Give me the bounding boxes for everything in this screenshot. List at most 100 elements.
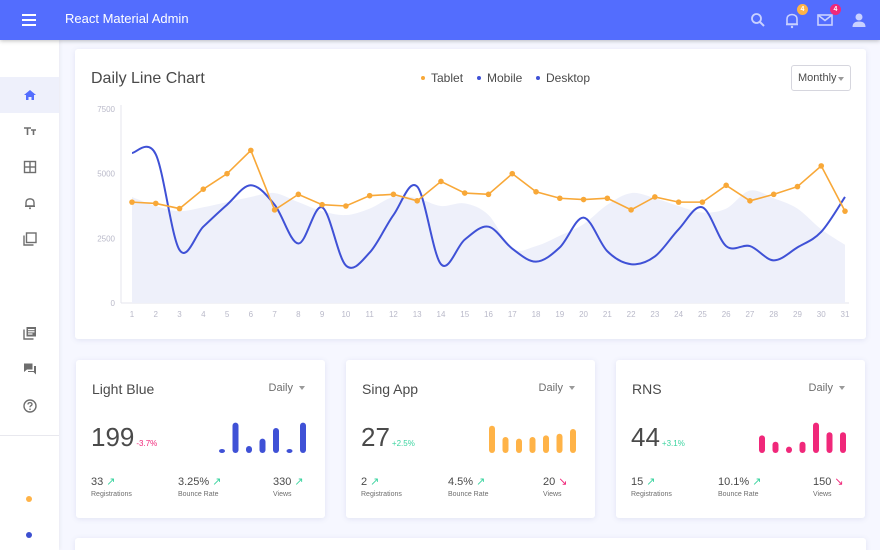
x-tick-label: 11 — [366, 310, 375, 319]
data-point-tablet — [271, 207, 278, 213]
spark-bar — [516, 438, 522, 453]
data-point-tablet — [533, 188, 539, 195]
search-icon[interactable] — [747, 9, 769, 31]
delta-percent: +3.1% — [661, 439, 685, 448]
stat-value: 33 — [91, 476, 104, 488]
data-point-tablet — [461, 190, 468, 196]
sidebar-item-notifications[interactable] — [0, 185, 59, 221]
mini-card-light-blue: Light Blue Daily 199 -3.7% 33 ↗ Registrations 3… — [76, 360, 325, 518]
trend-arrow-icon: ↗ — [106, 476, 116, 488]
x-tick-label: 15 — [460, 310, 469, 319]
stat-label: Bounce Rate — [178, 491, 219, 498]
sidebar-item-typography[interactable] — [0, 113, 59, 149]
chart-title: Daily Line Chart — [91, 70, 205, 87]
sidebar-item-dashboard[interactable] — [0, 77, 59, 113]
data-point-tablet — [580, 196, 587, 203]
y-tick-label: 0 — [111, 299, 116, 308]
stat-value: 3.25% — [178, 476, 210, 488]
data-point-tablet — [366, 192, 373, 199]
bell-icon[interactable]: 4 — [781, 4, 808, 31]
help-icon — [22, 399, 37, 413]
mail-icon[interactable]: 4 — [814, 4, 841, 31]
period-dropdown[interactable]: Daily — [809, 382, 845, 394]
spark-bar — [759, 435, 765, 453]
app-bar: React Material Admin 4 4 — [0, 0, 880, 40]
legend-label-mobile: Mobile — [487, 71, 523, 85]
data-point-tablet — [224, 170, 230, 177]
data-point-tablet — [200, 186, 207, 192]
x-tick-label: 27 — [745, 310, 754, 319]
data-point-tablet — [438, 178, 444, 185]
menu-icon[interactable] — [20, 10, 40, 30]
period-dropdown[interactable]: Daily — [539, 382, 575, 394]
stat-2: 150 ↘ Views — [813, 475, 844, 498]
data-point-tablet — [319, 201, 325, 208]
main-value: 199 -3.7% — [91, 422, 157, 453]
data-point-tablet — [818, 163, 825, 169]
x-tick-label: 20 — [579, 310, 588, 319]
data-point-tablet — [485, 191, 492, 198]
series-line-mobile — [131, 145, 846, 269]
spark-bar — [232, 422, 239, 453]
x-tick-label: 10 — [341, 310, 350, 319]
legend-label-desktop: Desktop — [546, 71, 591, 85]
sidebar-item-forum[interactable] — [0, 351, 59, 387]
stat-value: 20 — [543, 476, 556, 488]
data-point-tablet — [675, 199, 682, 205]
data-point-tablet — [557, 195, 563, 202]
mini-card-rns: RNS Daily 44 +3.1% 15 ↗ Registrations 10.1% ↗ Bou… — [616, 360, 865, 518]
period-label: Daily — [538, 382, 563, 394]
trend-arrow-icon: ↘ — [834, 476, 844, 488]
spark-bar — [786, 446, 792, 453]
x-tick-label: 13 — [413, 310, 422, 319]
legend-desktop: Desktop — [536, 71, 590, 85]
spark-bar — [286, 449, 293, 453]
spark-bar — [543, 435, 549, 453]
main-value-number: 44 — [631, 422, 660, 452]
sidebar-dot-orange[interactable] — [26, 496, 32, 502]
sidebar-divider — [0, 435, 59, 436]
app-title: React Material Admin — [65, 11, 189, 26]
sidebar-item-library[interactable] — [0, 315, 59, 351]
chevron-down-icon — [299, 386, 305, 391]
x-tick-label: 7 — [272, 310, 277, 319]
sidebar-dot-blue[interactable] — [26, 532, 32, 538]
x-tick-label: 1 — [130, 310, 135, 319]
spark-bar — [300, 422, 306, 453]
trend-arrow-icon: ↗ — [370, 476, 380, 488]
stat-label: Registrations — [631, 491, 672, 498]
stat-value: 2 — [361, 476, 368, 488]
data-point-tablet — [770, 191, 777, 198]
sidebar-item-help[interactable] — [0, 388, 59, 424]
legend-tablet: Tablet — [421, 71, 463, 85]
period-select-label: Monthly — [798, 72, 837, 84]
data-point-tablet — [129, 199, 135, 205]
data-point-tablet — [390, 191, 397, 198]
x-tick-label: 29 — [793, 310, 802, 319]
account-icon[interactable] — [848, 9, 870, 31]
y-tick-label: 2500 — [97, 234, 115, 243]
period-dropdown[interactable]: Daily — [269, 382, 305, 394]
x-tick-label: 17 — [508, 310, 517, 319]
data-point-tablet — [747, 198, 753, 204]
main-value: 27 +2.5% — [361, 422, 415, 453]
spark-bar — [570, 429, 576, 453]
x-tick-label: 16 — [484, 310, 493, 319]
notifications-badge: 4 — [797, 4, 808, 15]
card-title: Sing App — [362, 381, 419, 397]
data-point-tablet — [176, 205, 183, 212]
x-tick-label: 25 — [698, 310, 707, 319]
period-select[interactable]: Monthly — [791, 65, 851, 91]
data-point-tablet — [794, 183, 801, 190]
sidebar-item-ui-elements[interactable] — [0, 221, 59, 257]
sidebar-item-tables[interactable] — [0, 149, 59, 185]
x-tick-label: 8 — [296, 310, 301, 319]
trend-arrow-icon: ↘ — [558, 476, 568, 488]
x-tick-label: 23 — [650, 310, 659, 319]
spark-bar — [529, 437, 536, 453]
stat-2: 20 ↘ Views — [543, 475, 567, 498]
spark-bar — [799, 441, 806, 453]
data-point-tablet — [699, 199, 706, 205]
stat-1: 10.1% ↗ Bounce Rate — [718, 475, 761, 498]
